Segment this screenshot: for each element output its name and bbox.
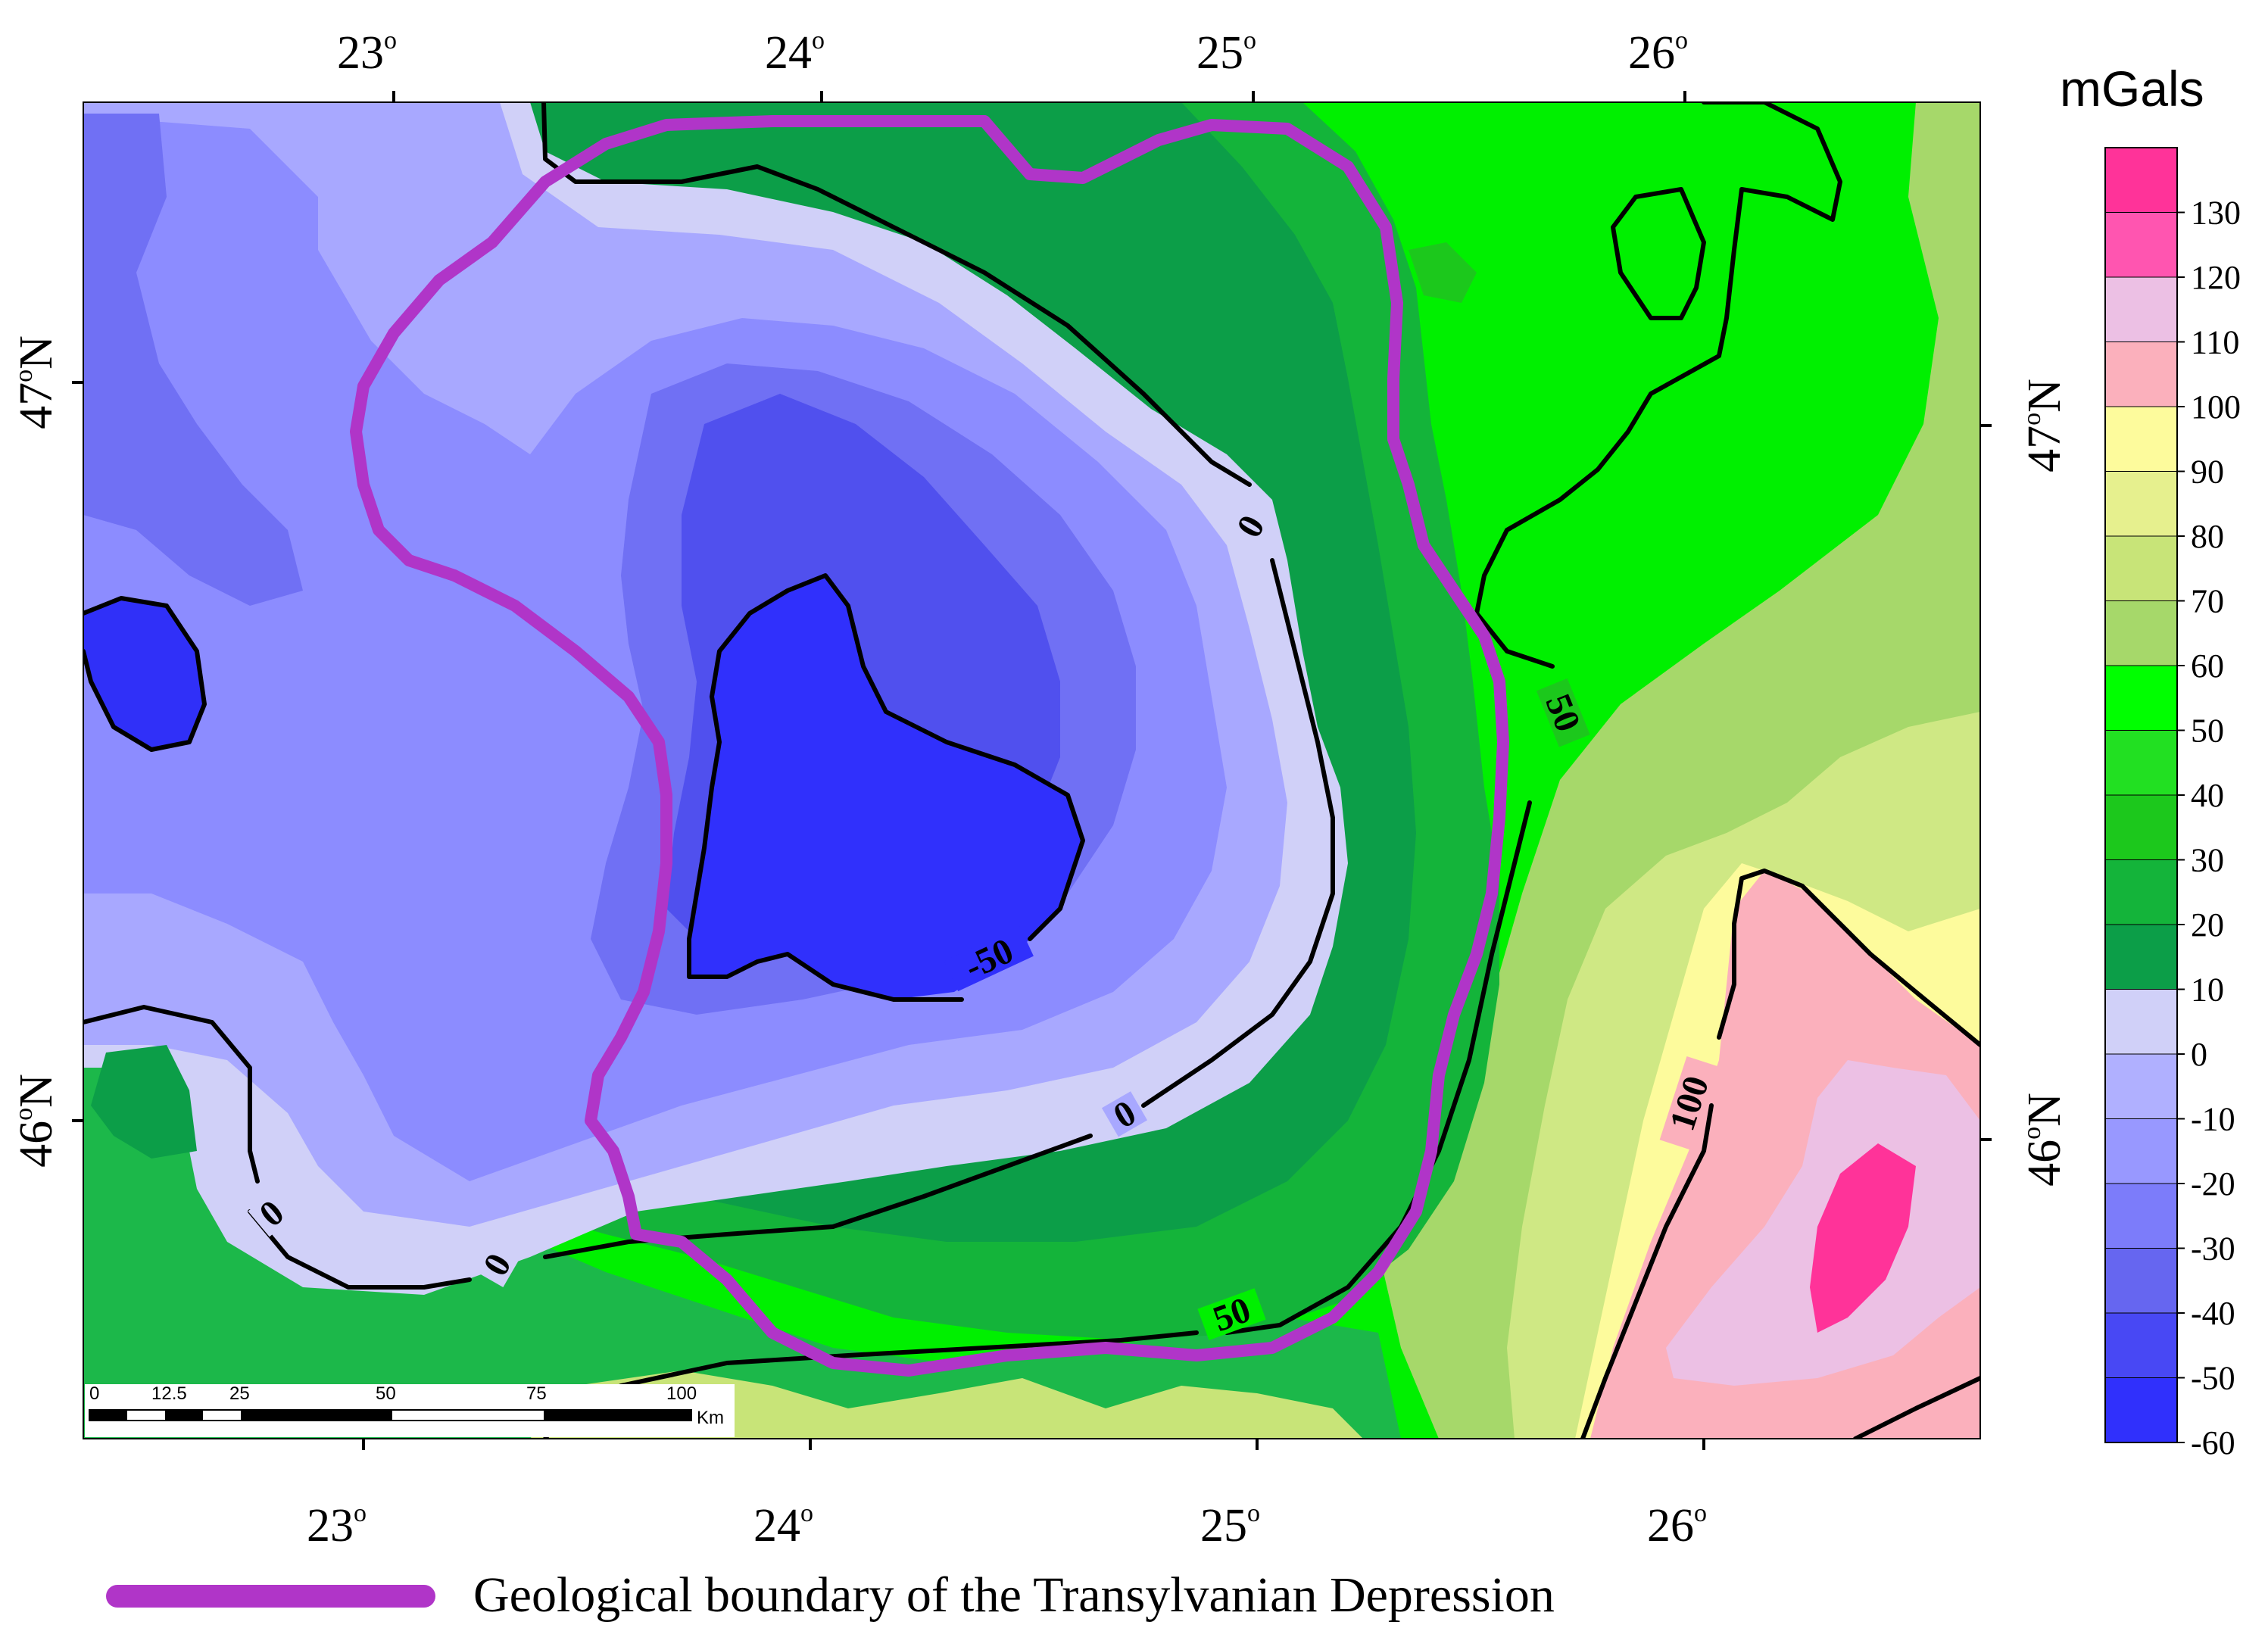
colorbar-tick-label: 40 [2191,777,2224,814]
colorbar-tick-label: 120 [2191,259,2241,296]
colorbar-swatch [2104,1183,2178,1249]
contour-0-southwest [248,1209,472,1290]
zone-south-yellowgreen [530,1371,1363,1439]
colorbar-tick-label: 90 [2191,454,2224,491]
map-frame: 0 0 0 0 -50 50 [83,102,1980,1439]
colorbar-swatch [2104,147,2178,213]
contour-100 [1580,1103,1714,1439]
colorbar-swatch [2104,276,2178,342]
colorbar-tick-label: 100 [2191,388,2241,426]
colorbar-tick-label: 70 [2191,583,2224,620]
colorbar-tick-label: 130 [2191,195,2241,232]
colorbar-swatch [2104,212,2178,278]
bottom-longitude-label: 25o [1200,1499,1260,1552]
colorbar-swatch [2104,1377,2178,1443]
right-latitude-label: 47oN [2018,379,2070,472]
contour-50-east-island [1611,187,1706,320]
colorbar-swatch [2104,794,2178,860]
zone-southwest-green [83,1007,1401,1439]
right-latitude-label: 46oN [2018,1093,2070,1187]
legend: Geological boundary of the Transylvanian… [106,1567,1555,1623]
scale-tick: 12.5 [151,1383,187,1404]
zone-island-green [1409,242,1477,303]
top-longitude-label: 26o [1628,27,1688,79]
contour-minus50-west [83,596,207,752]
colorbar-swatch [2104,1118,2178,1184]
colorbar-tick-label: 80 [2191,518,2224,555]
scale-tick: 75 [526,1383,547,1404]
colorbar-swatch [2104,730,2178,796]
colorbar-tick-label: -60 [2191,1424,2235,1461]
zone-southwest-pocket [91,1045,197,1159]
colorbar-tick-label: 20 [2191,906,2224,943]
scale-tick: 0 [89,1383,99,1404]
colorbar-swatch [2104,665,2178,731]
scale-tick: 100 [666,1383,697,1404]
top-longitude-label: 23o [337,27,397,79]
colorbar-tick-label: 0 [2191,1036,2207,1073]
colorbar-swatch [2104,989,2178,1055]
colorbar-tick-label: 110 [2191,324,2239,361]
depression-boundary [350,115,1509,1377]
contour-0-west [83,1005,260,1184]
bottom-axis-labels: 23o 24o 25o 26o [307,1499,1707,1552]
contour-0-south [543,1134,1093,1259]
colorbar-tick-label: -50 [2191,1360,2235,1397]
scale-tick: 50 [376,1383,396,1404]
contour-lines [83,102,1980,1439]
contour-50-south [1224,800,1532,1335]
colorbar-swatch [2104,471,2178,537]
right-axis-labels: 47oN 46oN [2018,379,2070,1187]
colorbar-labels: 1301201101009080706050403020100-10-20-30… [2177,195,2241,1461]
bottom-longitude-label: 24o [753,1499,813,1552]
left-latitude-label: 46oN [10,1074,62,1168]
colorbar-swatch [2104,535,2178,601]
units-title: mGals [2060,61,2204,117]
colorbar-tick-label: 60 [2191,647,2224,685]
colorbar [2104,147,2178,1443]
colorbar-tick-label: -20 [2191,1165,2235,1202]
axis-ticks [72,91,1992,1450]
left-latitude-label: 47oN [10,335,62,429]
contour-0-east [1141,558,1335,1108]
scale-unit: Km [697,1408,724,1428]
top-longitude-label: 25o [1196,27,1256,79]
bottom-longitude-label: 23o [307,1499,367,1552]
top-axis-labels: 23o 24o 25o 26o [337,27,1688,79]
scale-tick: 25 [229,1383,250,1404]
scale-bar: 0 12.5 25 50 75 100 Km [85,1383,735,1437]
zone-east-130 [1810,1143,1916,1333]
colorbar-swatch [2104,859,2178,925]
legend-label: Geological boundary of the Transylvanian… [473,1567,1555,1623]
contour-100-upper [1717,869,1980,1047]
bottom-longitude-label: 26o [1647,1499,1707,1552]
colorbar-swatch [2104,342,2178,407]
colorbar-tick-label: 50 [2191,713,2224,750]
zone-minus50-center [689,575,1083,1000]
colorbar-tick-label: -40 [2191,1295,2235,1332]
colorbar-swatch [2104,1053,2178,1119]
colorbar-tick-label: -30 [2191,1230,2235,1268]
colorbar-swatch [2104,406,2178,472]
contour-130-east [1853,1376,1980,1439]
top-longitude-label: 24o [765,27,825,79]
zone-minus50-west [83,598,204,750]
map-border [83,101,1981,1439]
left-axis-labels: 47oN 46oN [10,335,62,1168]
contour-minus50-center [687,573,1085,1002]
colorbar-tick-label: 30 [2191,842,2224,879]
colorbar-tick-label: -10 [2191,1101,2235,1138]
contour-50-east [1474,102,1842,669]
zone-minus30 [83,114,303,606]
colorbar-swatch [2104,1248,2178,1314]
colorbar-swatch [2104,1312,2178,1378]
colorbar-tick-label: 10 [2191,971,2224,1009]
colorbar-swatch [2104,924,2178,990]
contour-0-north [541,102,1252,487]
colorbar-swatch [2104,600,2178,666]
